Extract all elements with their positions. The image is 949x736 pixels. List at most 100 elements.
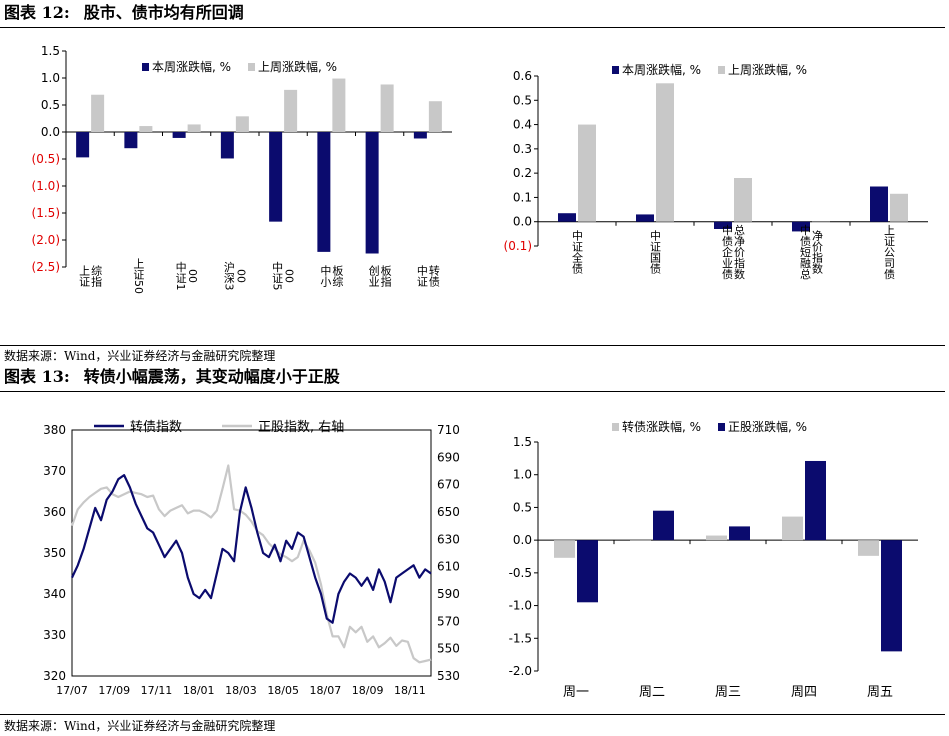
x-tick-label: 17/07 bbox=[56, 684, 88, 697]
legend-label-0: 转债涨跌幅, % bbox=[622, 419, 701, 434]
bar-series1 bbox=[554, 540, 575, 558]
legend-label-0: 转债指数 bbox=[130, 420, 182, 435]
y-tick-label: -1.0 bbox=[509, 599, 532, 613]
bar-series2 bbox=[656, 83, 674, 222]
figure12-top-rule bbox=[0, 27, 945, 28]
figure13-source: 数据来源：Wind，兴业证券经济与金融研究院整理 bbox=[4, 719, 276, 733]
figure13-caption: 转债小幅震荡，其变动幅度小于正股 bbox=[83, 367, 340, 386]
figure12-source: 数据来源：Wind，兴业证券经济与金融研究院整理 bbox=[4, 349, 276, 363]
legend-swatch-0 bbox=[612, 66, 619, 74]
bar-series1 bbox=[124, 132, 138, 149]
legend-swatch-0 bbox=[142, 63, 149, 71]
figure13-top-rule bbox=[0, 391, 945, 392]
x-category-label: 沪深300 bbox=[222, 260, 247, 290]
bar-series1 bbox=[792, 221, 810, 232]
x-category-label: 中证国债 bbox=[649, 230, 662, 275]
x-tick-label: 18/03 bbox=[225, 684, 257, 697]
y-tick-label: -0.5 bbox=[509, 566, 532, 580]
y-right-tick-label: 670 bbox=[437, 478, 460, 492]
legend-swatch-0 bbox=[612, 423, 619, 431]
bar-series2 bbox=[187, 124, 201, 132]
figure12-title: 图表 12: 股市、债市均有所回调 bbox=[4, 2, 244, 24]
y-left-tick-label: 320 bbox=[43, 669, 66, 683]
y-left-tick-label: 380 bbox=[43, 423, 66, 437]
x-category-label: 中证转债 bbox=[415, 264, 440, 288]
x-tick-label: 17/09 bbox=[98, 684, 130, 697]
bar-series2 bbox=[380, 84, 394, 132]
y-left-tick-label: 330 bbox=[43, 628, 66, 642]
x-category-label: 周三 bbox=[715, 685, 741, 700]
plot-frame bbox=[71, 429, 432, 677]
bar-series2 bbox=[890, 193, 908, 222]
figure13-bottom-rule bbox=[0, 714, 945, 715]
bar-series2 bbox=[578, 124, 596, 222]
bar-series2 bbox=[734, 178, 752, 222]
y-right-tick-label: 610 bbox=[437, 560, 460, 574]
bar-series1 bbox=[636, 214, 654, 222]
bar-series1 bbox=[706, 535, 727, 541]
y-tick-label: 1.5 bbox=[513, 435, 532, 449]
bar-series1 bbox=[269, 132, 283, 222]
bar-series2 bbox=[653, 510, 674, 541]
y-right-tick-label: 570 bbox=[437, 614, 460, 628]
y-tick-label: 0.0 bbox=[41, 125, 60, 139]
bar-series2 bbox=[235, 116, 249, 132]
bar-series1 bbox=[858, 540, 879, 556]
y-tick-label: 0.1 bbox=[513, 190, 532, 204]
bar-series2 bbox=[91, 94, 105, 132]
legend-label-1: 正股涨跌幅, % bbox=[728, 419, 807, 434]
bar-series1 bbox=[365, 132, 379, 254]
x-category-label: 上证公司债 bbox=[883, 224, 896, 280]
y-left-tick-label: 340 bbox=[43, 587, 66, 601]
y-right-tick-label: 650 bbox=[437, 505, 460, 519]
stock-index-chart: 1.5 1.0 0.5 0.0 (0.5) (1.0) (1.5) (2.0) (2.5) 上证综… bbox=[32, 44, 452, 294]
x-category-label: 周二 bbox=[639, 685, 665, 700]
x-category-label: 中债短融总净价指数 bbox=[799, 224, 824, 279]
y-tick-label: 0.0 bbox=[513, 533, 532, 547]
x-category-label: 上证综指 bbox=[78, 264, 103, 288]
y-tick-label: (2.0) bbox=[32, 233, 60, 247]
y-tick-label: 1.0 bbox=[41, 71, 60, 85]
bar-series2 bbox=[881, 540, 902, 652]
figure12-caption: 股市、债市均有所回调 bbox=[83, 3, 244, 22]
legend-swatch-1 bbox=[718, 423, 725, 431]
y-right-tick-label: 590 bbox=[437, 587, 460, 601]
y-left-tick-label: 350 bbox=[43, 546, 66, 560]
bar-series2 bbox=[805, 460, 826, 541]
x-tick-label: 18/11 bbox=[394, 684, 426, 697]
bar-series1 bbox=[76, 132, 90, 158]
x-category-label: 创业板指 bbox=[367, 264, 392, 288]
y-right-tick-label: 690 bbox=[437, 450, 460, 464]
line-stock-index bbox=[70, 464, 432, 664]
bar-series2 bbox=[284, 89, 298, 132]
bond-index-chart: 0.6 0.5 0.4 0.3 0.2 0.1 0.0 (0.1) 中证全债 中证国债 中债企业债总… bbox=[504, 62, 928, 280]
figure13-label: 图表 13: bbox=[4, 367, 70, 386]
legend-label-0: 本周涨跌幅, % bbox=[622, 62, 701, 77]
x-tick-label: 18/09 bbox=[352, 684, 384, 697]
figure12-bottom-rule bbox=[0, 345, 945, 346]
legend-label-0: 本周涨跌幅, % bbox=[152, 59, 231, 74]
y-tick-label: (2.5) bbox=[32, 260, 60, 274]
x-category-label: 上证50 bbox=[132, 258, 145, 294]
bar-series1 bbox=[220, 132, 234, 159]
y-left-tick-label: 370 bbox=[43, 464, 66, 478]
y-left-tick-label: 360 bbox=[43, 505, 66, 519]
bar-series1 bbox=[317, 132, 331, 252]
y-right-tick-label: 710 bbox=[437, 423, 460, 437]
y-tick-label: (0.5) bbox=[32, 152, 60, 166]
y-tick-label: 0.4 bbox=[513, 118, 532, 132]
bar-series2 bbox=[332, 78, 346, 132]
y-tick-label: (1.0) bbox=[32, 179, 60, 193]
y-tick-label: 0.6 bbox=[513, 69, 532, 83]
y-right-tick-label: 530 bbox=[437, 669, 460, 683]
bar-series2 bbox=[428, 101, 442, 132]
bar-series1 bbox=[870, 186, 888, 222]
bar-series1 bbox=[782, 516, 803, 541]
x-category-label: 周四 bbox=[791, 685, 817, 700]
bar-series1 bbox=[558, 213, 576, 222]
bar-series2 bbox=[812, 221, 830, 223]
bar-series1 bbox=[630, 540, 651, 541]
x-category-label: 中证500 bbox=[271, 261, 296, 290]
y-tick-label: 0.5 bbox=[513, 93, 532, 107]
bar-series2 bbox=[139, 126, 153, 132]
